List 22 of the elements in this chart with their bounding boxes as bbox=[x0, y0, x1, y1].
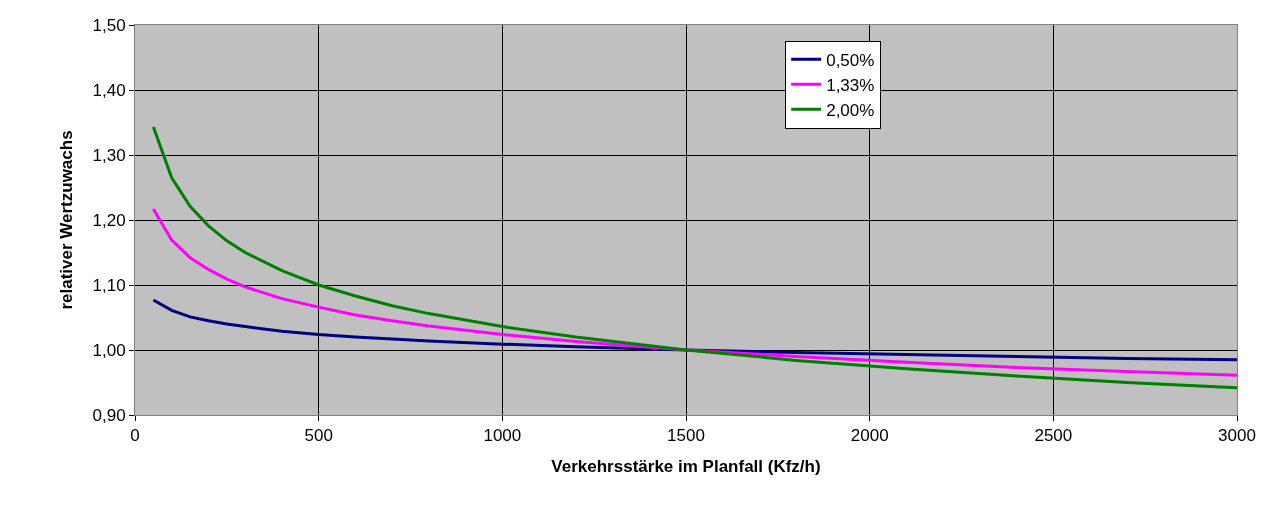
y-tick-label: 1,40 bbox=[92, 80, 126, 100]
line-series bbox=[151, 207, 1237, 377]
x-tick-label: 1000 bbox=[483, 426, 522, 446]
y-tick-label: 1,50 bbox=[92, 15, 126, 35]
legend-label: 0,50% bbox=[826, 50, 875, 70]
x-tick-label: 3000 bbox=[1218, 426, 1256, 446]
y-tick-label: 0,90 bbox=[92, 405, 126, 425]
x-axis-title: Verkehrsstärke im Planfall (Kfz/h) bbox=[551, 456, 821, 476]
legend-label: 1,33% bbox=[826, 75, 875, 95]
y-tick-label: 1,20 bbox=[92, 210, 126, 230]
line-series bbox=[151, 125, 1237, 390]
x-tick-label: 2000 bbox=[850, 426, 889, 446]
x-tick-label: 1500 bbox=[667, 426, 705, 446]
x-tick-label: 0 bbox=[130, 426, 140, 446]
y-tick-label: 1,10 bbox=[92, 275, 126, 295]
y-tick-label: 1,30 bbox=[92, 145, 126, 165]
x-tick-label: 500 bbox=[304, 426, 333, 446]
x-tick-label: 2500 bbox=[1034, 426, 1073, 446]
y-axis-title: relativer Wertzuwachs bbox=[57, 130, 77, 310]
y-tick-label: 1,00 bbox=[92, 340, 126, 360]
line-series bbox=[151, 298, 1237, 362]
legend-label: 2,00% bbox=[826, 100, 875, 120]
